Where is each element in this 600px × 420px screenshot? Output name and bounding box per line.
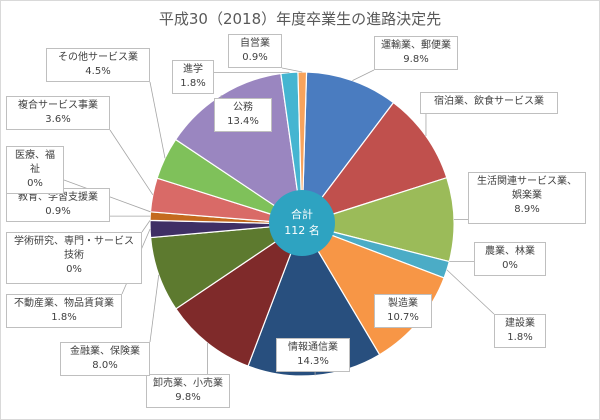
slice-label: 卸売業、小売業 9.8% bbox=[146, 374, 230, 408]
slice-label: 運輸業、郵便業 9.8% bbox=[374, 36, 458, 70]
slice-label: 自営業 0.9% bbox=[228, 34, 282, 68]
slice-label-value: 9.8% bbox=[403, 54, 429, 65]
slice-label: 宿泊業、飲食サービス業 bbox=[420, 92, 558, 114]
slice-label-value: 0% bbox=[66, 264, 82, 275]
slice-label-value: 0.9% bbox=[45, 206, 71, 217]
slice-label-value: 4.5% bbox=[85, 66, 111, 77]
leader-line bbox=[352, 69, 375, 81]
slice-label-name: 進学 bbox=[183, 64, 203, 75]
slice-label: 不動産業、物品賃貸業 1.8% bbox=[6, 294, 122, 328]
leader-line bbox=[109, 129, 154, 196]
slice-label-name: 生活関連サービス業、娯楽業 bbox=[477, 176, 577, 201]
pie-slice bbox=[299, 176, 455, 263]
slice-label-name: 教育、学習支援業 bbox=[18, 192, 98, 203]
slice-label-value: 1.8% bbox=[180, 78, 206, 89]
slice-label-value: 3.6% bbox=[45, 114, 71, 125]
slice-label: 農業、林業 0% bbox=[474, 242, 546, 276]
slice-label-name: 情報通信業 bbox=[288, 342, 338, 353]
leader-line bbox=[141, 220, 151, 233]
slice-label-name: その他サービス業 bbox=[58, 52, 138, 63]
slice-label-name: 自営業 bbox=[240, 38, 270, 49]
slice-label-name: 運輸業、郵便業 bbox=[381, 40, 451, 51]
leader-line bbox=[149, 274, 160, 343]
slice-label: 複合サービス事業 3.6% bbox=[6, 96, 110, 130]
slice-label: 製造業 10.7% bbox=[374, 294, 432, 328]
slice-label-value: 1.8% bbox=[51, 312, 77, 323]
slice-label-name: 不動産業、物品賃貸業 bbox=[14, 298, 114, 309]
slice-label-name: 医療、福祉 bbox=[15, 150, 55, 175]
slice-label-name: 学術研究、専門・サービス技術 bbox=[14, 236, 134, 261]
slice-label-value: 0% bbox=[27, 178, 43, 189]
slice-label: 学術研究、専門・サービス技術 0% bbox=[6, 232, 142, 284]
slice-label-name: 農業、林業 bbox=[485, 246, 535, 257]
slice-label-value: 9.8% bbox=[175, 392, 201, 403]
pie-slice bbox=[300, 101, 448, 226]
slice-label: その他サービス業 4.5% bbox=[46, 48, 150, 82]
slice-label-value: 8.0% bbox=[92, 360, 118, 371]
slice-label-name: 製造業 bbox=[388, 298, 418, 309]
slice-label-name: 卸売業、小売業 bbox=[153, 378, 223, 389]
slice-label-name: 公務 bbox=[233, 102, 253, 113]
slice-label-value: 8.9% bbox=[514, 204, 540, 215]
slice-label-value: 1.8% bbox=[507, 332, 533, 343]
slice-label-value: 0% bbox=[502, 260, 518, 271]
slice-label-value: 0.9% bbox=[242, 52, 268, 63]
slice-label-name: 宿泊業、飲食サービス業 bbox=[434, 96, 544, 107]
slice-label: 金融業、保険業 8.0% bbox=[60, 342, 150, 376]
slice-label-value: 14.3% bbox=[297, 356, 329, 367]
slice-label-name: 金融業、保険業 bbox=[70, 346, 140, 357]
slice-label: 医療、福祉 0% bbox=[6, 146, 64, 194]
leader-line bbox=[149, 81, 166, 159]
slice-label: 建設業 1.8% bbox=[494, 314, 546, 348]
slice-label-value: 13.4% bbox=[227, 116, 259, 127]
slice-label: 進学 1.8% bbox=[172, 60, 214, 94]
center-label-line2: 112 名 bbox=[284, 224, 320, 237]
slice-label: 生活関連サービス業、娯楽業 8.9% bbox=[468, 172, 586, 224]
slice-label: 公務 13.4% bbox=[214, 98, 272, 132]
chart-title: 平成30（2018）年度卒業生の進路決定先 bbox=[158, 10, 442, 28]
center-total-badge: 合計 112 名 bbox=[269, 190, 335, 256]
leader-line bbox=[281, 67, 303, 73]
slice-label-value: 10.7% bbox=[387, 312, 419, 323]
center-label-line1: 合計 bbox=[291, 208, 313, 221]
slice-label-name: 建設業 bbox=[505, 318, 535, 329]
leader-line bbox=[446, 269, 495, 315]
slice-label-name: 複合サービス事業 bbox=[18, 100, 98, 111]
slice-label: 情報通信業 14.3% bbox=[276, 338, 350, 372]
